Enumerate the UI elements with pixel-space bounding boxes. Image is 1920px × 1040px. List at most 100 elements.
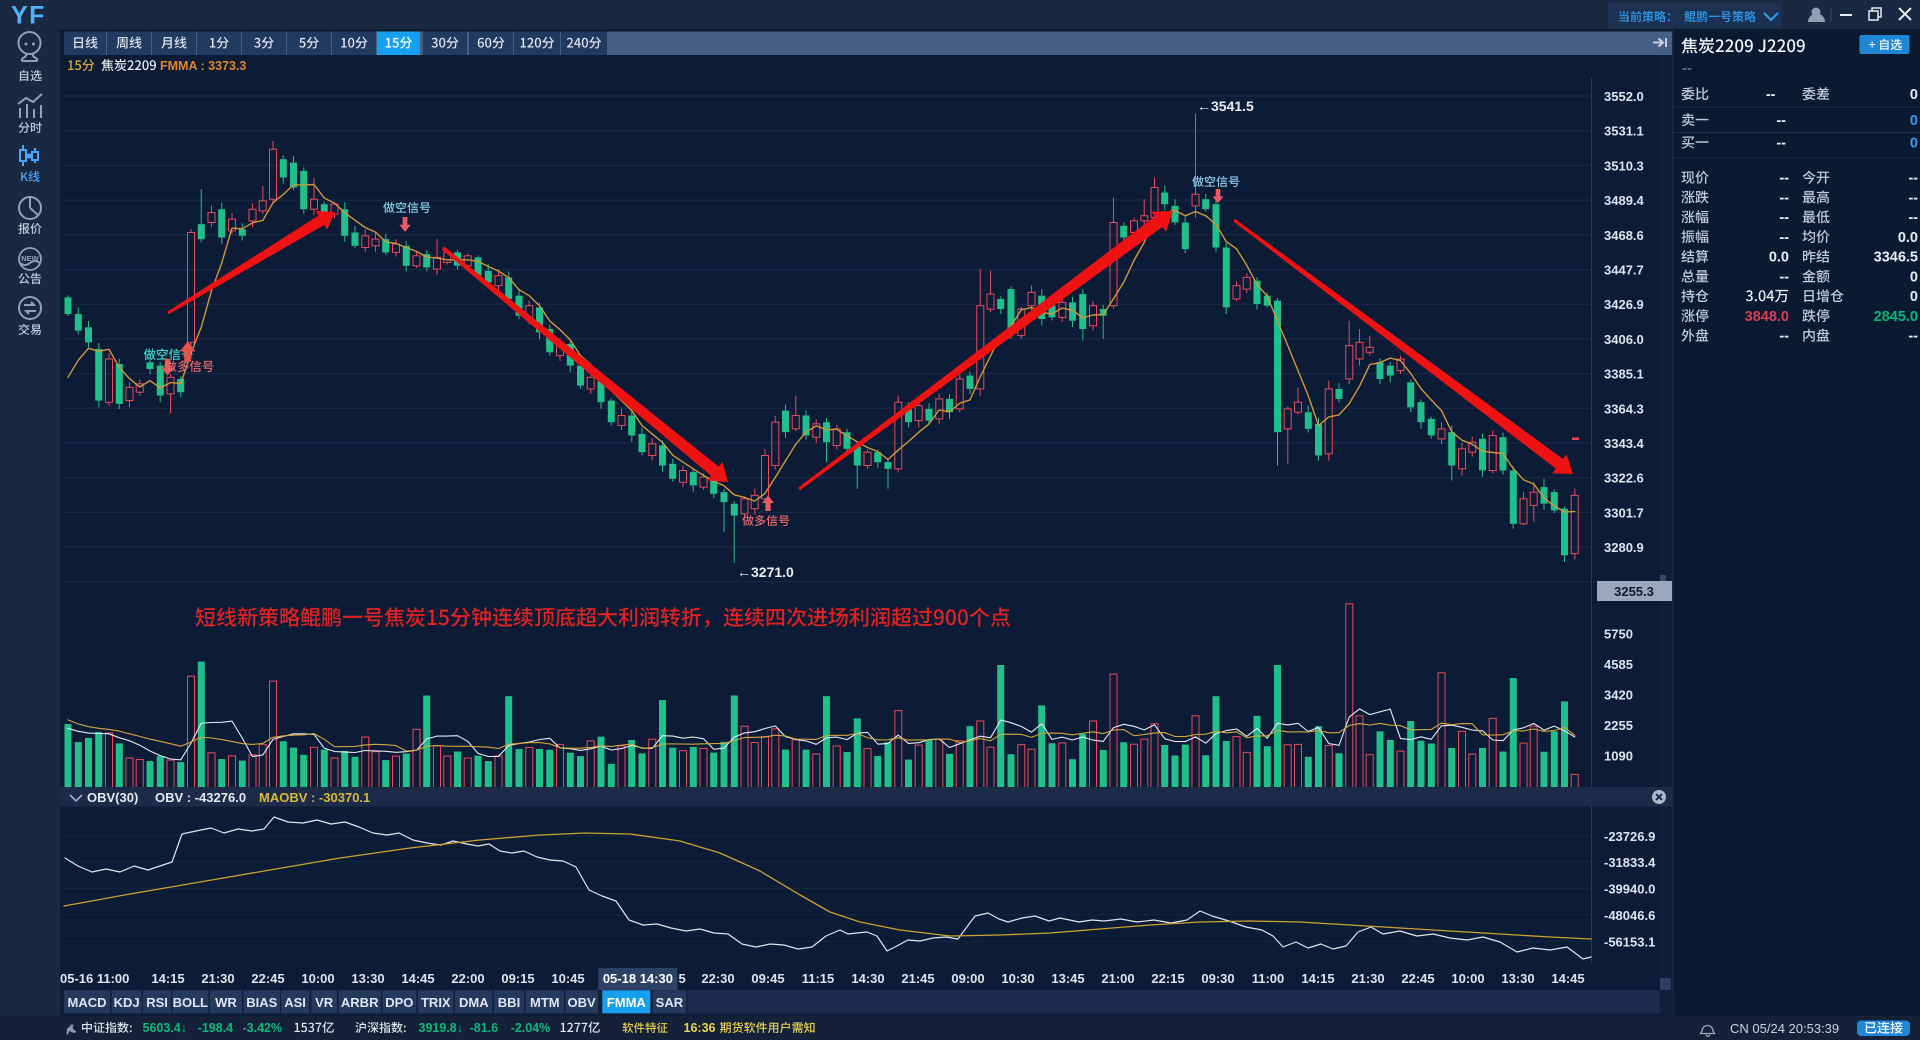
svg-text:10:45: 10:45 <box>551 971 584 986</box>
svg-text:MAOBV : -30370.1: MAOBV : -30370.1 <box>259 790 370 805</box>
svg-text:--: -- <box>1776 113 1786 129</box>
svg-text:BIAS: BIAS <box>246 995 277 1010</box>
svg-text:CN 05/24 20:53:39: CN 05/24 20:53:39 <box>1730 1021 1839 1036</box>
svg-text:3255.3: 3255.3 <box>1614 584 1654 599</box>
svg-text:YF: YF <box>11 2 46 30</box>
svg-text:3510.3: 3510.3 <box>1604 158 1644 173</box>
svg-text:KDJ: KDJ <box>114 995 140 1010</box>
svg-text:3426.9: 3426.9 <box>1604 297 1644 312</box>
svg-text:0: 0 <box>1910 113 1918 129</box>
svg-text:--: -- <box>1779 210 1789 226</box>
svg-text:13:30: 13:30 <box>1501 971 1534 986</box>
svg-text:-23726.9: -23726.9 <box>1604 829 1655 844</box>
svg-text:OBV: OBV <box>568 995 597 1010</box>
svg-text:3489.4: 3489.4 <box>1604 193 1645 208</box>
svg-text:3301.7: 3301.7 <box>1604 505 1644 520</box>
svg-text:3385.1: 3385.1 <box>1604 367 1644 382</box>
svg-text:0.0: 0.0 <box>1898 230 1918 246</box>
svg-text:11:00: 11:00 <box>1252 971 1285 986</box>
svg-text:-81.6: -81.6 <box>470 1021 499 1035</box>
svg-text:0: 0 <box>1910 289 1918 305</box>
svg-text:BBI: BBI <box>498 995 520 1010</box>
svg-text:3364.3: 3364.3 <box>1604 401 1644 416</box>
svg-text:13:30: 13:30 <box>351 971 384 986</box>
svg-text:0: 0 <box>1910 136 1918 152</box>
svg-text:--: -- <box>1779 230 1789 246</box>
svg-text:3531.1: 3531.1 <box>1604 124 1644 139</box>
svg-text:0.0: 0.0 <box>1769 250 1789 266</box>
svg-text:4585: 4585 <box>1604 657 1633 672</box>
svg-text:--: -- <box>1908 329 1918 345</box>
svg-text:3346.5: 3346.5 <box>1874 250 1918 266</box>
svg-text:MTM: MTM <box>530 995 560 1010</box>
svg-text:--: -- <box>1766 87 1776 103</box>
svg-text:3322.6: 3322.6 <box>1604 471 1644 486</box>
svg-text:3552.0: 3552.0 <box>1604 89 1644 104</box>
svg-text:BOLL: BOLL <box>173 995 208 1010</box>
svg-text:--: -- <box>1779 329 1789 345</box>
svg-text:WR: WR <box>215 995 237 1010</box>
svg-text:05-16 11:00: 05-16 11:00 <box>60 971 129 986</box>
svg-text:ARBR: ARBR <box>341 995 379 1010</box>
svg-text:FMMA : 3373.3: FMMA : 3373.3 <box>160 59 246 73</box>
svg-text:09:30: 09:30 <box>1201 971 1234 986</box>
svg-text:14:45: 14:45 <box>1551 971 1584 986</box>
svg-text:DPO: DPO <box>385 995 413 1010</box>
svg-text:-3.42%: -3.42% <box>243 1021 283 1035</box>
svg-text:22:00: 22:00 <box>451 971 484 986</box>
svg-text:--: -- <box>1908 210 1918 226</box>
svg-text:3343.4: 3343.4 <box>1604 436 1645 451</box>
svg-text:21:30: 21:30 <box>201 971 234 986</box>
svg-text:←3541.5: ←3541.5 <box>1197 98 1254 114</box>
svg-text:MACD: MACD <box>68 995 107 1010</box>
svg-text:5603.4↓: 5603.4↓ <box>143 1021 187 1035</box>
svg-text:10:00: 10:00 <box>1451 971 1484 986</box>
svg-text:13:45: 13:45 <box>1051 971 1084 986</box>
svg-text:NEW: NEW <box>21 254 39 263</box>
svg-text:VR: VR <box>315 995 334 1010</box>
svg-text:--: -- <box>1776 136 1786 152</box>
svg-text:-2.04%: -2.04% <box>511 1021 551 1035</box>
svg-text:5: 5 <box>679 971 686 986</box>
svg-text:14:30: 14:30 <box>851 971 884 986</box>
svg-text:3280.9: 3280.9 <box>1604 540 1644 555</box>
svg-text:2255: 2255 <box>1604 718 1633 733</box>
svg-text:14:15: 14:15 <box>151 971 184 986</box>
svg-text:SAR: SAR <box>656 995 684 1010</box>
svg-text:-56153.1: -56153.1 <box>1604 935 1655 950</box>
svg-text:3468.6: 3468.6 <box>1604 228 1644 243</box>
svg-text:3919.8↓: 3919.8↓ <box>419 1021 463 1035</box>
svg-text:0: 0 <box>1910 269 1918 285</box>
svg-text:-39940.0: -39940.0 <box>1604 882 1655 897</box>
svg-text:09:00: 09:00 <box>951 971 984 986</box>
svg-text:09:15: 09:15 <box>501 971 534 986</box>
svg-text:22:15: 22:15 <box>1151 971 1184 986</box>
svg-text:TRIX: TRIX <box>421 995 451 1010</box>
svg-text:22:45: 22:45 <box>1401 971 1434 986</box>
svg-text:11:15: 11:15 <box>802 971 835 986</box>
svg-text:DMA: DMA <box>459 995 489 1010</box>
svg-text:FMMA: FMMA <box>607 995 647 1010</box>
svg-text:--: -- <box>1779 190 1789 206</box>
svg-text:-198.4: -198.4 <box>198 1021 233 1035</box>
svg-text:21:00: 21:00 <box>1101 971 1134 986</box>
svg-text:22:30: 22:30 <box>701 971 734 986</box>
svg-text:--: -- <box>1779 171 1789 187</box>
svg-text:14:45: 14:45 <box>401 971 434 986</box>
svg-text:OBV : -43276.0: OBV : -43276.0 <box>155 790 246 805</box>
svg-text:-48046.6: -48046.6 <box>1604 908 1655 923</box>
svg-text:--: -- <box>1779 269 1789 285</box>
svg-text:-31833.4: -31833.4 <box>1604 855 1656 870</box>
svg-text:10:30: 10:30 <box>1001 971 1034 986</box>
svg-text:3420: 3420 <box>1604 688 1633 703</box>
svg-text:21:45: 21:45 <box>901 971 934 986</box>
svg-text:--: -- <box>1908 190 1918 206</box>
svg-text:--: -- <box>1908 171 1918 187</box>
svg-text:09:45: 09:45 <box>751 971 784 986</box>
svg-text:3406.0: 3406.0 <box>1604 332 1644 347</box>
svg-text:←3271.0: ←3271.0 <box>737 564 794 580</box>
svg-text:1090: 1090 <box>1604 749 1633 764</box>
svg-text:5750: 5750 <box>1604 627 1633 642</box>
svg-text:16:36: 16:36 <box>684 1021 716 1035</box>
svg-text:21:30: 21:30 <box>1351 971 1384 986</box>
